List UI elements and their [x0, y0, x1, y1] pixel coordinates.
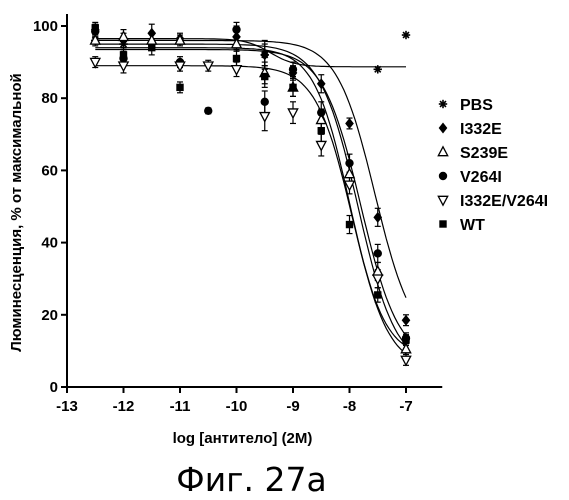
x-tick-label: -13 [56, 398, 78, 415]
error-bars [92, 22, 409, 365]
legend-label-i332e-v264i: I332E/V264I [460, 193, 548, 210]
point-i332e-v264i [260, 113, 269, 122]
point-i332e-v264i [232, 66, 241, 75]
legend-marker-wt [440, 221, 446, 227]
legend-item-wt: WT [440, 217, 485, 234]
point-s239e [147, 35, 156, 44]
point-i332e-v264i [317, 141, 326, 150]
legend-label-v264i: V264I [460, 169, 502, 186]
y-tick-label: 100 [33, 18, 58, 35]
legend-marker-pbs [439, 100, 447, 108]
point-i332e [402, 316, 409, 325]
x-tick-label: -12 [113, 398, 135, 415]
point-i332e-v264i [401, 356, 410, 365]
x-tick-label: -9 [286, 398, 299, 415]
point-i332e [346, 119, 353, 128]
fit-curve-i332e [95, 40, 406, 297]
point-v264i [205, 107, 212, 114]
fit-curves [95, 39, 406, 354]
legend-label-i332e: I332E [460, 121, 502, 138]
point-wt [318, 127, 324, 133]
x-tick-label: -10 [226, 398, 248, 415]
x-axis-title: log [антитело] (2М) [173, 430, 313, 447]
y-tick-label: 0 [50, 379, 58, 396]
legend-item-v264i: V264I [439, 169, 502, 186]
point-wt [149, 44, 155, 50]
figure-caption: Фиг. 27а [176, 460, 326, 499]
point-s239e [119, 32, 128, 41]
point-wt [262, 73, 268, 79]
point-s239e [373, 266, 382, 275]
point-v264i [374, 250, 381, 257]
point-wt [403, 337, 409, 343]
point-i332e-v264i [175, 62, 184, 71]
legend-label-wt: WT [460, 217, 485, 234]
y-tick-label: 20 [41, 307, 58, 324]
point-wt [290, 84, 296, 90]
data-points [91, 25, 411, 366]
legend-marker-v264i [439, 172, 446, 179]
fit-curve-i332e-v264i [95, 66, 406, 354]
legend-label-pbs: PBS [460, 97, 493, 114]
x-tick-label: -11 [170, 398, 191, 415]
legend-item-i332e-v264i: I332E/V264I [438, 193, 548, 210]
fit-curve-wt [95, 48, 406, 347]
fit-curve-pbs [95, 39, 406, 67]
legend-marker-i332e [439, 123, 446, 132]
y-tick-label: 60 [41, 162, 58, 179]
legend-marker-i332e-v264i [438, 196, 447, 205]
point-wt [92, 25, 98, 31]
point-v264i [289, 66, 296, 73]
point-i332e-v264i [204, 62, 213, 71]
point-v264i [261, 98, 268, 105]
point-s239e [401, 344, 410, 353]
legend-item-pbs: PBS [439, 97, 493, 114]
legend-label-s239e: S239E [460, 145, 508, 162]
point-pbs [374, 65, 382, 73]
point-v264i [318, 109, 325, 116]
point-v264i [346, 159, 353, 166]
legend-item-i332e: I332E [439, 121, 502, 138]
legend-item-s239e: S239E [438, 145, 508, 162]
legend-marker-s239e [438, 147, 447, 156]
legend: PBS I332E S239E V264I I332E/V264I WT [438, 97, 548, 234]
point-wt [233, 55, 239, 61]
fit-curve-v264i [95, 50, 406, 336]
point-wt [177, 84, 183, 90]
point-wt [375, 292, 381, 298]
point-i332e-v264i [119, 62, 128, 71]
y-tick-label: 80 [41, 90, 58, 107]
point-wt [346, 221, 352, 227]
y-axis-title: Люминесценция, % от максимальной [8, 73, 25, 352]
fit-curve-s239e [95, 44, 406, 345]
point-pbs [402, 31, 410, 39]
point-v264i [233, 26, 240, 33]
y-tick-label: 40 [41, 235, 58, 252]
point-wt [120, 52, 126, 58]
x-tick-label: -7 [399, 398, 412, 415]
point-i332e-v264i [288, 109, 297, 118]
x-tick-label: -8 [343, 398, 356, 415]
axes: 0 20 40 60 80 100 -13 -12 -11 -10 -9 -8 -7 [33, 14, 442, 415]
